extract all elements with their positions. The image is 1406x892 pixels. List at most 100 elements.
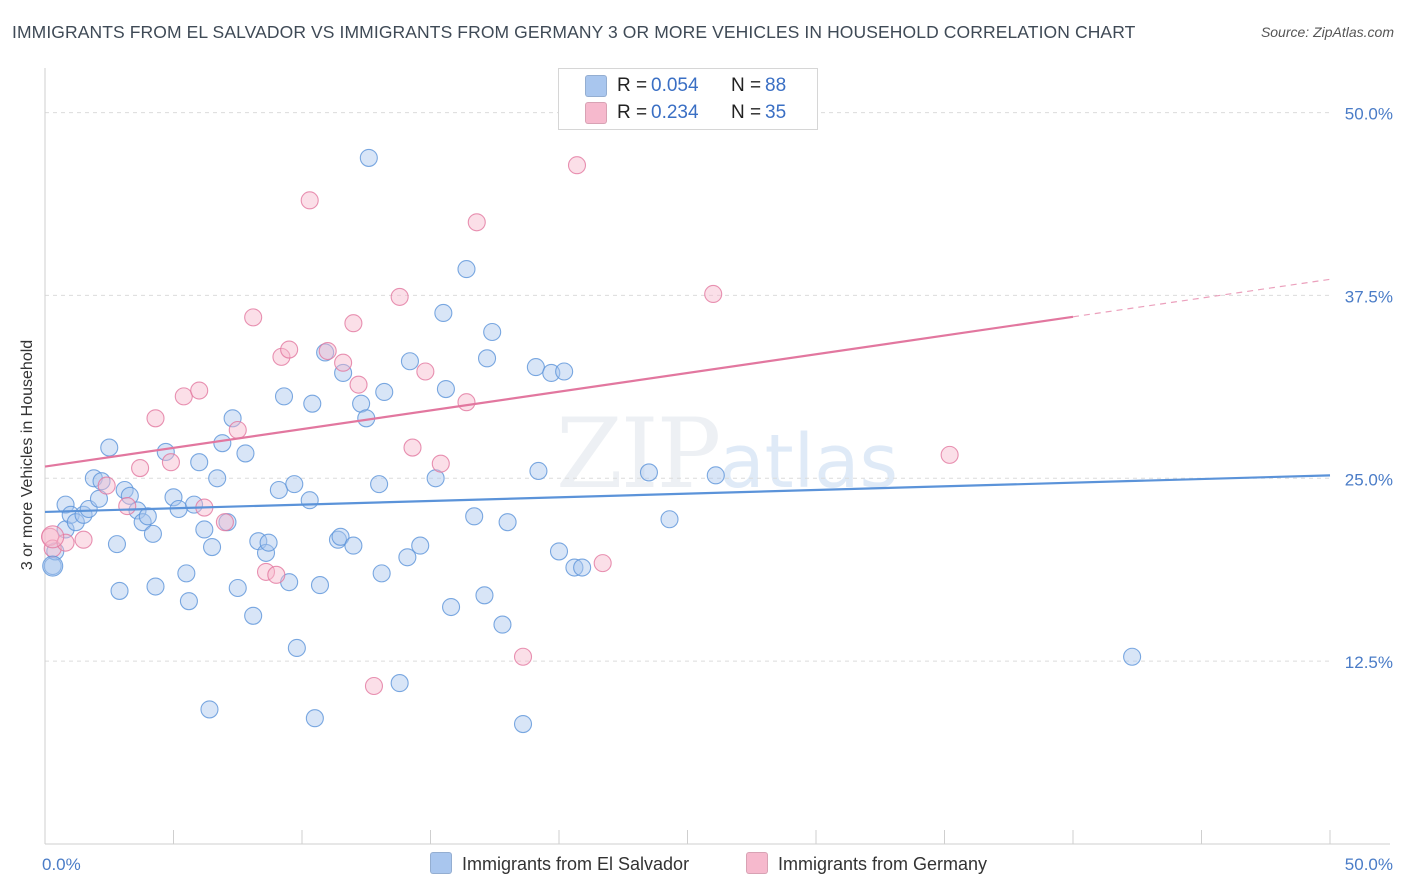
data-point	[660, 510, 679, 529]
data-point	[331, 527, 350, 546]
data-point	[513, 714, 533, 734]
data-point	[372, 564, 391, 583]
data-point	[244, 606, 263, 625]
legend-label: Immigrants from Germany	[778, 854, 988, 874]
trend-lines	[44, 278, 1331, 514]
legend-label: Immigrants from El Salvador	[462, 854, 690, 874]
data-point	[179, 592, 198, 611]
data-point	[174, 387, 193, 406]
data-point	[303, 394, 322, 413]
n-label: N =	[731, 102, 762, 123]
data-point	[457, 260, 476, 279]
legend-item-germany: Immigrants from Germany	[746, 852, 987, 876]
n-value: 35	[765, 102, 787, 123]
data-point	[359, 148, 378, 167]
data-point	[269, 480, 288, 500]
data-point	[138, 507, 157, 526]
data-point	[403, 438, 422, 457]
data-point	[56, 495, 75, 514]
trend-line-germany	[44, 315, 1074, 468]
legend-item-el-salvador: Immigrants from El Salvador	[430, 852, 689, 876]
data-point	[328, 530, 348, 549]
data-point	[300, 191, 319, 210]
data-point	[287, 638, 306, 658]
data-point	[344, 536, 363, 555]
legend-swatch	[430, 852, 452, 874]
data-point	[161, 453, 180, 472]
series-el-salvador	[43, 148, 1142, 734]
data-point	[143, 524, 162, 543]
data-point	[190, 453, 209, 472]
data-point	[567, 156, 587, 175]
data-point	[526, 358, 545, 377]
r-label: R =	[617, 75, 648, 96]
data-point	[300, 491, 319, 510]
data-point	[190, 381, 209, 400]
data-point	[364, 676, 384, 696]
data-point	[467, 213, 486, 232]
data-point	[120, 486, 139, 505]
data-point	[529, 461, 548, 481]
data-point	[375, 382, 394, 402]
data-point	[272, 347, 291, 366]
data-point	[411, 536, 430, 555]
data-point	[164, 488, 183, 507]
watermark-zip: ZIP	[556, 398, 721, 510]
data-point	[573, 558, 592, 577]
y-tick-label: 50.0%	[1345, 105, 1393, 124]
y-tick-label: 25.0%	[1345, 470, 1393, 489]
trend-line-extension	[1072, 278, 1331, 318]
data-point	[177, 564, 196, 583]
data-point	[146, 577, 165, 596]
r-value: 0.234	[651, 102, 699, 123]
data-point	[41, 525, 65, 549]
data-point	[431, 454, 450, 473]
data-point	[133, 513, 152, 532]
data-point	[390, 674, 409, 693]
data-point	[483, 322, 502, 342]
data-point	[66, 513, 85, 532]
data-point	[349, 375, 368, 394]
stats-legend: R = 0.054 N = 88 R = 0.234 N = 35	[558, 68, 818, 130]
data-point	[398, 548, 417, 567]
data-point	[565, 558, 584, 577]
data-point	[131, 458, 150, 478]
data-point	[549, 542, 569, 561]
data-point	[256, 562, 276, 581]
x-tick-label: 50.0%	[1345, 855, 1393, 874]
data-point	[498, 513, 517, 532]
data-point	[223, 409, 242, 428]
data-point	[310, 576, 330, 595]
grid	[45, 112, 1330, 662]
data-point	[465, 507, 484, 526]
data-point	[344, 314, 363, 333]
data-point	[706, 466, 725, 485]
data-point	[200, 700, 219, 719]
chart-title: IMMIGRANTS FROM EL SALVADOR VS IMMIGRANT…	[12, 22, 1136, 42]
n-value: 88	[765, 75, 787, 96]
data-point	[493, 615, 512, 634]
data-point	[940, 445, 959, 464]
data-point	[285, 475, 304, 494]
data-point	[704, 284, 723, 304]
data-point	[236, 444, 255, 463]
trend-line-el-salvador	[44, 474, 1331, 514]
data-point	[213, 434, 232, 453]
data-point	[280, 340, 299, 359]
data-points	[41, 148, 1142, 734]
data-point	[370, 475, 389, 494]
data-point	[97, 476, 116, 495]
data-point	[110, 581, 129, 600]
data-point	[1123, 647, 1142, 666]
data-point	[195, 520, 214, 539]
data-point	[100, 438, 119, 457]
n-label: N =	[731, 75, 762, 96]
data-point	[107, 535, 127, 554]
data-point	[274, 387, 294, 406]
data-point	[228, 420, 247, 440]
data-point	[146, 409, 165, 428]
data-point	[639, 463, 659, 482]
data-point	[74, 530, 93, 549]
data-point	[228, 578, 247, 598]
